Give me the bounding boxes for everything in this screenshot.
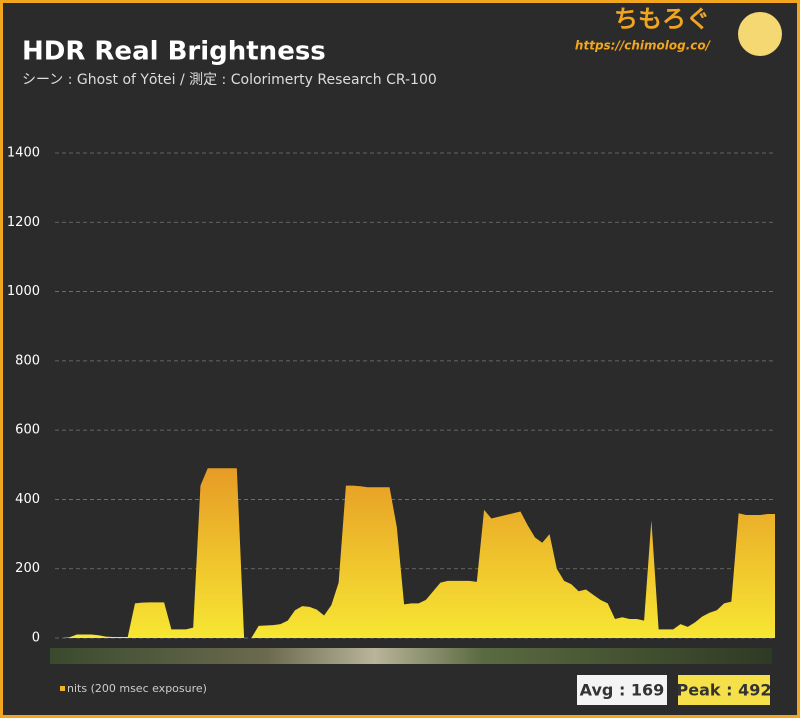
chart-subtitle: シーン : Ghost of Yōtei / 測定 : Colorimerty …: [22, 72, 437, 88]
y-tick-label: 1200: [7, 215, 40, 230]
y-tick-label: 200: [15, 561, 40, 576]
legend-swatch: [60, 686, 65, 691]
area: [55, 468, 775, 638]
y-tick-label: 600: [15, 423, 40, 438]
y-tick-label: 0: [32, 631, 40, 646]
brand: ちもろぐ: [614, 5, 710, 33]
scene-strip: [50, 648, 772, 664]
peak-box: [678, 675, 770, 705]
brand-url: https://chimolog.co/: [575, 39, 712, 53]
avg-label: Avg : 169: [580, 681, 665, 700]
y-tick-label: 1000: [7, 284, 40, 299]
y-tick-label: 400: [15, 492, 40, 507]
mascot: [738, 12, 782, 56]
peak-label: Peak : 492: [677, 681, 772, 700]
legend-label: nits (200 msec exposure): [67, 682, 207, 695]
y-tick-label: 800: [15, 353, 40, 368]
avg-box: [577, 675, 667, 705]
chart-title: HDR Real Brightness: [22, 37, 326, 67]
y-tick-label: 1400: [7, 146, 40, 161]
